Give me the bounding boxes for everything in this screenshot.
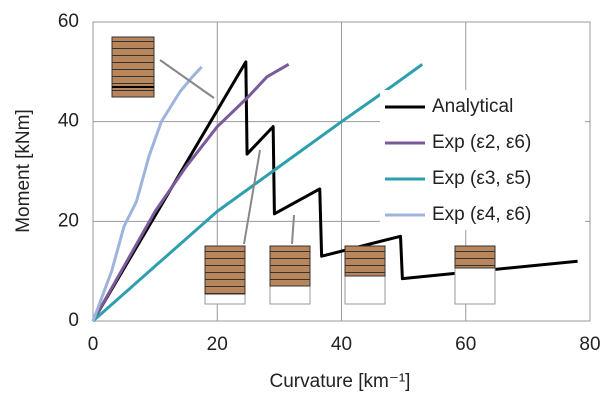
inset-section xyxy=(269,245,311,287)
y-tick-label: 0 xyxy=(68,310,79,331)
x-tick-label: 20 xyxy=(207,334,228,355)
legend-box xyxy=(380,90,585,230)
lines xyxy=(91,60,578,323)
inset-section xyxy=(344,245,386,277)
x-axis-title: Curvature [km⁻¹] xyxy=(270,371,411,392)
y-tick-label: 20 xyxy=(58,210,79,231)
y-axis-title: Moment [kNm] xyxy=(13,109,34,233)
x-tick-label: 0 xyxy=(88,334,99,355)
y-tick-label: 40 xyxy=(58,111,79,132)
insets xyxy=(111,36,496,305)
arrow xyxy=(243,149,261,245)
series-line xyxy=(91,65,203,322)
series-line xyxy=(91,60,578,322)
inset-section xyxy=(454,245,496,269)
y-tick-label: 60 xyxy=(58,11,79,32)
legend-label: Exp (ε4, ε6) xyxy=(432,204,531,225)
x-tick-label: 60 xyxy=(455,334,476,355)
arrow xyxy=(159,59,215,99)
legend: Analytical Exp (ε2, ε6) Exp (ε3, ε5) Exp (ε… xyxy=(380,90,585,230)
arrow xyxy=(291,214,295,245)
legend-label: Analytical xyxy=(432,96,513,117)
grid xyxy=(92,21,591,322)
plot-frame xyxy=(92,21,591,322)
inset-section xyxy=(204,245,246,295)
x-tick-label: 80 xyxy=(579,334,600,355)
legend-label: Exp (ε3, ε5) xyxy=(432,168,531,189)
legend-label: Exp (ε2, ε6) xyxy=(432,132,531,153)
x-tick-label: 40 xyxy=(331,334,352,355)
series-line xyxy=(91,63,290,322)
series-line xyxy=(92,63,424,323)
